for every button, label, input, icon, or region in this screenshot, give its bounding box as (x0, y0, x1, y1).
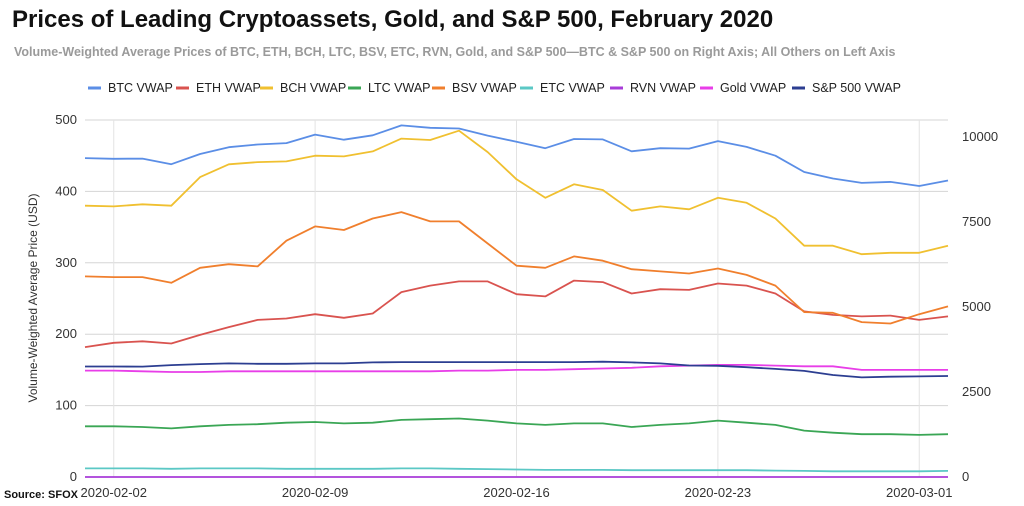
y-right-tick-label: 0 (962, 469, 969, 484)
chart-title: Prices of Leading Cryptoassets, Gold, an… (12, 6, 774, 33)
legend-label-rvn-vwap: RVN VWAP (630, 81, 696, 95)
y-right-tick-label: 7500 (962, 214, 991, 229)
legend-label-bsv-vwap: BSV VWAP (452, 81, 517, 95)
series-line-ltc-vwap (85, 417, 949, 436)
legend-label-ltc-vwap: LTC VWAP (368, 81, 431, 95)
gridlines (85, 119, 948, 478)
y-left-tick-label: 400 (55, 183, 77, 198)
y-left-tick-label: 200 (55, 326, 77, 341)
y-left-tick-label: 500 (55, 112, 77, 127)
legend-label-gold-vwap: Gold VWAP (720, 81, 786, 95)
series-line-etc-vwap (85, 467, 949, 473)
x-tick-label: 2020-02-16 (483, 485, 550, 500)
x-tick-label: 2020-02-09 (282, 485, 349, 500)
y-right-tick-label: 5000 (962, 299, 991, 314)
legend-label-eth-vwap: ETH VWAP (196, 81, 261, 95)
x-tick-label: 2020-02-02 (81, 485, 148, 500)
legend-label-bch-vwap: BCH VWAP (280, 81, 346, 95)
y-axis-title: Volume-Weighted Average Price (USD) (26, 194, 40, 403)
x-tick-label: 2020-03-01 (886, 485, 953, 500)
series-line-bsv-vwap (84, 211, 949, 325)
x-tick-label: 2020-02-23 (685, 485, 752, 500)
y-right-tick-label: 10000 (962, 129, 998, 144)
chart-subtitle: Volume-Weighted Average Prices of BTC, E… (14, 45, 896, 59)
y-left-tick-label: 100 (55, 398, 77, 413)
series-line-btc-vwap (84, 124, 949, 187)
series-line-gold-vwap (85, 363, 948, 373)
y-left-tick-label: 0 (70, 469, 77, 484)
series-lines (84, 124, 949, 478)
y-right-tick-label: 2500 (962, 384, 991, 399)
source-note: Source: SFOX (4, 489, 78, 501)
legend-label-btc-vwap: BTC VWAP (108, 81, 173, 95)
axis-ticks: 01002003004005000250050007500100002020-0… (55, 112, 998, 500)
legend-label-s-p-500-vwap: S&P 500 VWAP (812, 81, 901, 95)
series-line-bch-vwap (84, 129, 949, 256)
legend-label-etc-vwap: ETC VWAP (540, 81, 605, 95)
legend: BTC VWAP ETH VWAP BCH VWAP LTC VWAP BSV VWAP… (88, 81, 901, 95)
series-line-s-p-500-vwap (85, 360, 949, 379)
y-left-tick-label: 300 (55, 255, 77, 270)
